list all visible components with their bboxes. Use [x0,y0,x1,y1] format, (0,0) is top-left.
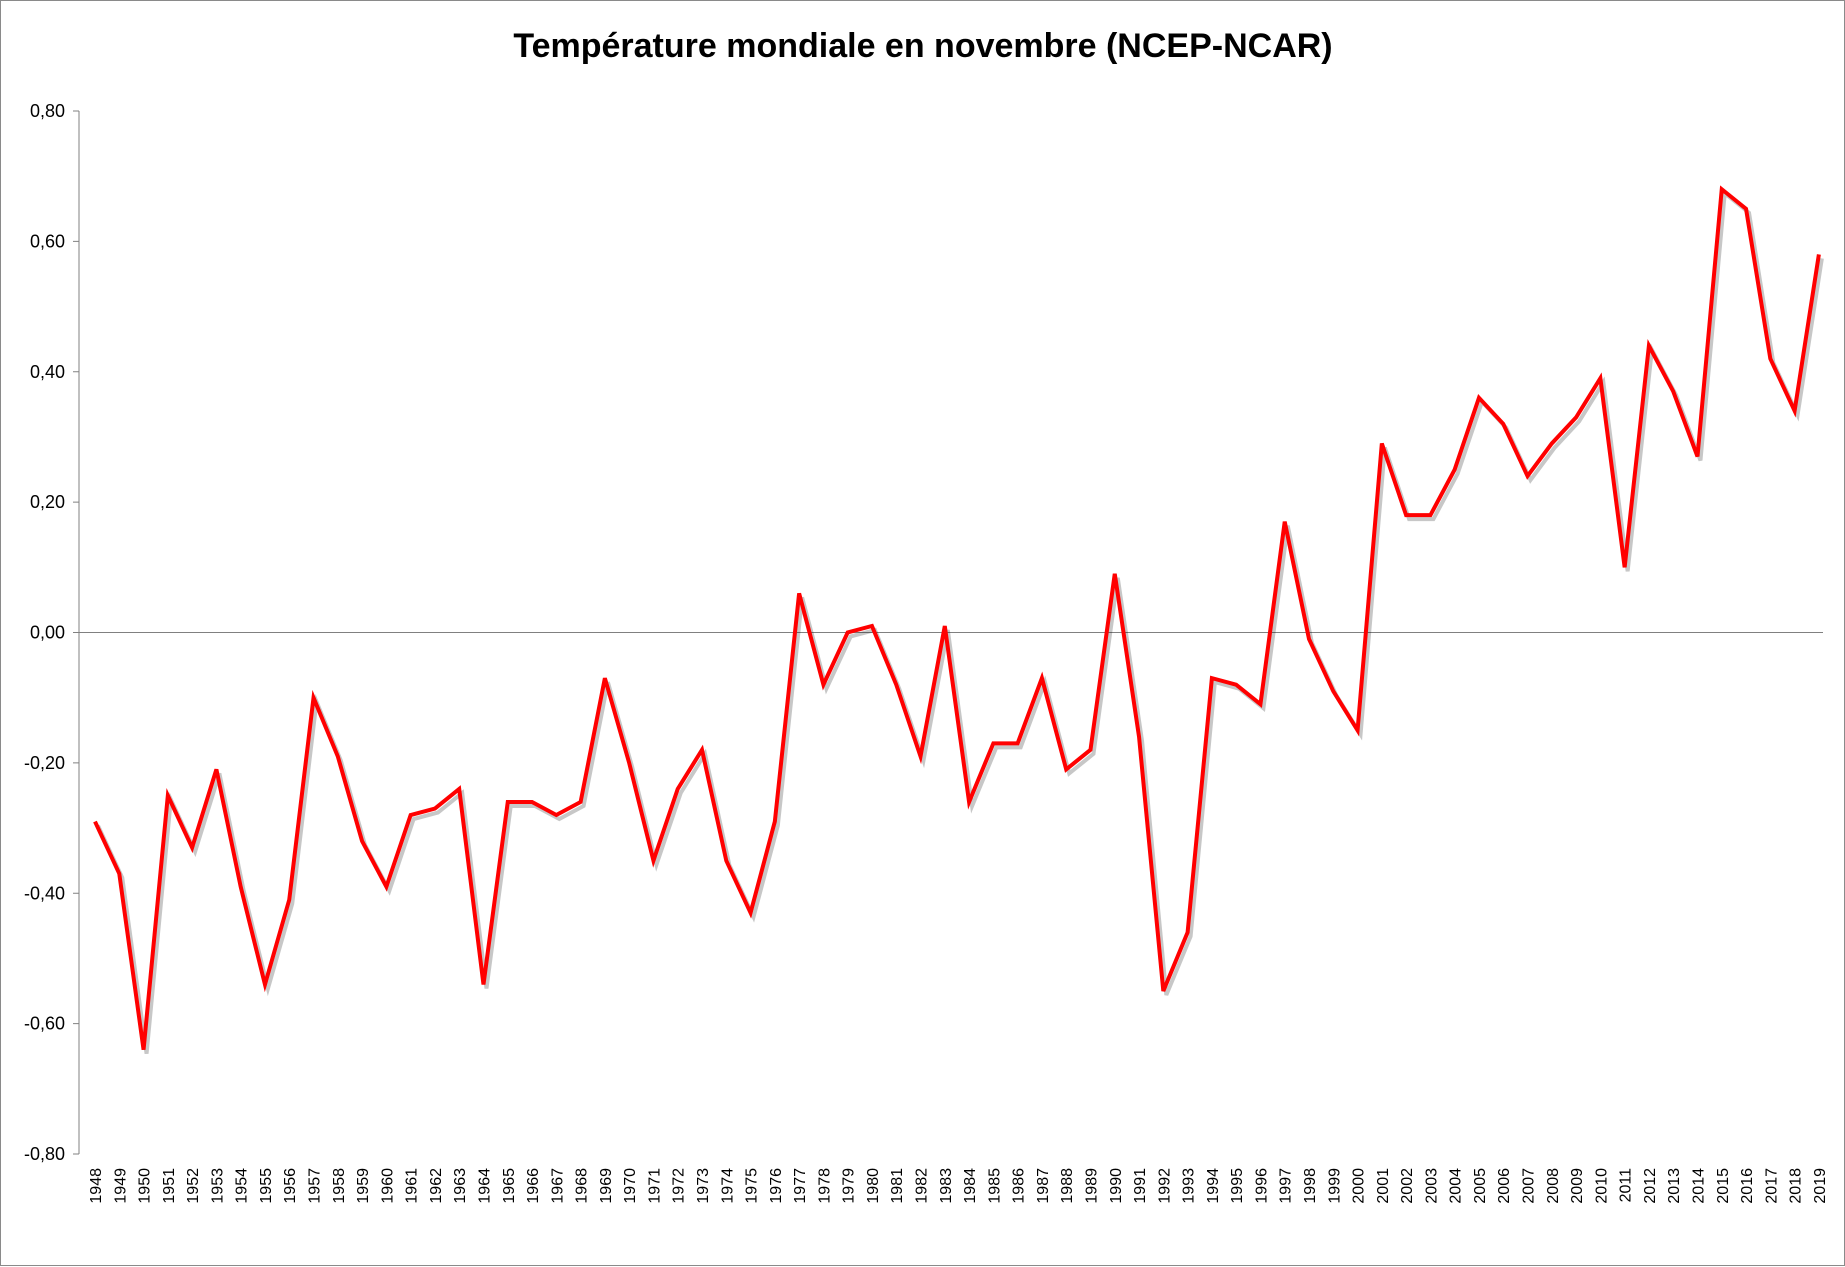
x-tick-label: 2011 [1618,1168,1635,1203]
x-tick-label: 2010 [1593,1168,1610,1204]
x-tick-label: 1986 [1011,1168,1028,1204]
x-tick-label: 1956 [282,1168,299,1204]
chart-title: Température mondiale en novembre (NCEP-N… [513,27,1332,65]
x-tick-label: 1999 [1326,1168,1343,1204]
x-tick-label: 1972 [671,1168,688,1204]
x-tick-label: 2017 [1763,1168,1780,1204]
x-tick-label: 1991 [1132,1168,1149,1204]
x-tick-label: 1982 [914,1168,931,1204]
x-tick-label: 1970 [622,1168,639,1204]
x-tick-label: 2007 [1521,1168,1538,1204]
x-tick-label: 1980 [865,1168,882,1204]
x-tick-label: 1961 [404,1168,421,1204]
x-tick-label: 2001 [1375,1168,1392,1204]
x-tick-label: 1971 [646,1168,663,1204]
y-tick-label: 0,00 [30,623,65,643]
series-line-shadow [96,189,1824,1054]
x-tick-label: 1983 [938,1168,955,1204]
x-tick-label: 1966 [525,1168,542,1204]
x-tick-label: 2018 [1788,1168,1805,1204]
x-tick-label: 1968 [574,1168,591,1204]
y-tick-label: 0,20 [30,492,65,512]
x-tick-label: 2004 [1448,1168,1465,1204]
x-tick-label: 2016 [1739,1168,1756,1204]
x-axis: 1948 1949 1950 1951 1952 1953 1954 1955 1956 1957… [88,1168,1829,1204]
y-tick-label: 0,80 [30,101,65,121]
x-tick-label: 1953 [209,1168,226,1204]
x-tick-label: 2008 [1545,1168,1562,1204]
x-tick-label: 2013 [1666,1168,1683,1204]
x-tick-label: 1989 [1083,1168,1100,1204]
x-tick-label: 1960 [379,1168,396,1204]
x-tick-label: 1963 [452,1168,469,1204]
x-tick-label: 1994 [1205,1168,1222,1204]
x-tick-label: 1993 [1181,1168,1198,1204]
x-tick-label: 1952 [185,1168,202,1204]
series-group [93,185,1824,1054]
x-tick-label: 1964 [476,1168,493,1204]
x-tick-label: 1976 [768,1168,785,1204]
x-tick-label: 1995 [1229,1168,1246,1204]
x-tick-label: 1979 [841,1168,858,1204]
x-tick-label: 1955 [258,1168,275,1204]
x-tick-label: 1974 [719,1168,736,1204]
x-tick-label: 1997 [1278,1168,1295,1204]
y-tick-label: -0,60 [24,1014,65,1034]
y-tick-label: 0,60 [30,231,65,251]
y-tick-label: -0,40 [24,883,65,903]
x-tick-label: 2000 [1351,1168,1368,1204]
x-tick-label: 1962 [428,1168,445,1204]
x-tick-label: 1949 [112,1168,129,1204]
x-tick-label: 2014 [1690,1168,1707,1204]
x-tick-label: 1990 [1108,1168,1125,1204]
x-tick-label: 2012 [1642,1168,1659,1204]
x-tick-label: 1988 [1059,1168,1076,1204]
y-axis: 0,80 0,60 0,40 0,20 0,00 -0,20 -0,40 -0,60 -0,80 [24,101,80,1164]
x-tick-label: 1978 [816,1168,833,1204]
x-tick-label: 2006 [1496,1168,1513,1204]
x-tick-label: 1984 [962,1168,979,1204]
x-tick-label: 2005 [1472,1168,1489,1204]
x-tick-label: 1975 [744,1168,761,1204]
x-tick-label: 2015 [1715,1168,1732,1204]
x-tick-label: 1965 [501,1168,518,1204]
x-tick-label: 2019 [1812,1168,1829,1204]
x-tick-label: 1996 [1253,1168,1270,1204]
x-tick-label: 1967 [549,1168,566,1204]
x-tick-label: 2003 [1423,1168,1440,1204]
x-tick-label: 1954 [234,1168,251,1204]
series-line [93,185,1821,1050]
x-tick-label: 1948 [88,1168,105,1204]
x-tick-label: 1985 [986,1168,1003,1204]
x-tick-label: 1973 [695,1168,712,1204]
x-tick-label: 1981 [889,1168,906,1204]
x-tick-label: 1958 [331,1168,348,1204]
x-tick-label: 1950 [137,1168,154,1204]
x-tick-label: 2002 [1399,1168,1416,1204]
x-tick-label: 1977 [792,1168,809,1204]
x-tick-label: 1951 [161,1168,178,1204]
x-tick-label: 1969 [598,1168,615,1204]
y-tick-label: -0,20 [24,753,65,773]
x-tick-label: 1959 [355,1168,372,1204]
y-tick-label: 0,40 [30,362,65,382]
x-tick-label: 1957 [307,1168,324,1204]
x-tick-label: 1998 [1302,1168,1319,1204]
x-tick-label: 1987 [1035,1168,1052,1204]
x-tick-label: 1992 [1156,1168,1173,1204]
x-tick-label: 2009 [1569,1168,1586,1204]
y-tick-label: -0,80 [24,1144,65,1164]
